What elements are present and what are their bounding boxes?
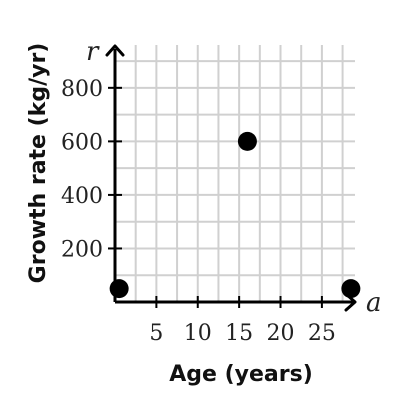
- x-tick-label: 10: [184, 321, 212, 346]
- x-tick-label: 25: [308, 321, 336, 346]
- y-axis-arrow-icon: [105, 44, 125, 57]
- x-axis-title: Age (years): [169, 362, 313, 387]
- y-tick-label: 800: [61, 77, 103, 102]
- x-tick-label: 5: [149, 321, 163, 346]
- y-tick-label: 600: [61, 130, 103, 155]
- y-tick-label: 400: [61, 184, 103, 209]
- y-tick-label: 200: [61, 237, 103, 262]
- data-point: [341, 279, 361, 299]
- y-axis-title: Growth rate (kg/yr): [26, 43, 51, 284]
- tick-labels: 5 10 15 20 25 200 400 600 800: [61, 77, 336, 346]
- grid: [115, 45, 355, 302]
- x-tick-label: 15: [225, 321, 253, 346]
- data-points: [109, 131, 361, 299]
- x-tick-label: 20: [267, 321, 295, 346]
- data-point: [109, 279, 129, 299]
- x-axis-variable: a: [366, 288, 382, 318]
- data-point: [237, 131, 257, 151]
- y-axis-variable: r: [86, 37, 100, 67]
- axes: [105, 44, 357, 312]
